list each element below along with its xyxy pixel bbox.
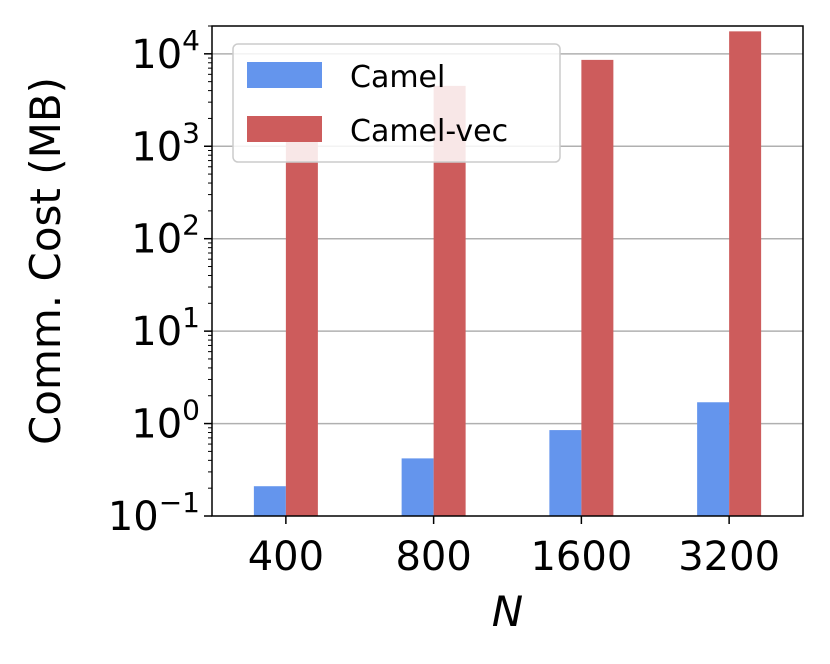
legend-swatch-camel-vec <box>247 116 322 142</box>
bar-camel-vec-3200 <box>729 31 762 517</box>
x-tick-label: 400 <box>248 534 324 580</box>
bar-camel-vec-1600 <box>581 59 614 516</box>
y-tick-label: 100 <box>131 394 200 448</box>
bar-camel-400 <box>253 486 286 516</box>
x-tick-label: 1600 <box>530 534 632 580</box>
x-axis-title: N <box>492 587 523 636</box>
y-tick-label: 103 <box>131 116 200 170</box>
bar-camel-3200 <box>697 402 730 516</box>
y-tick-label: 101 <box>131 301 200 355</box>
x-tick-label: 3200 <box>678 534 780 580</box>
legend-swatch-camel <box>247 62 322 88</box>
axis-ticks: 10−1 100 101 102 103 104 400 800 1600 3200 <box>108 24 780 580</box>
bar-camel-vec-400 <box>285 140 318 516</box>
y-tick-label: 102 <box>131 209 200 263</box>
legend-label-camel: Camel <box>350 60 445 95</box>
y-axis-title: Comm. Cost (MB) <box>21 77 70 445</box>
legend: Camel Camel-vec <box>232 43 561 163</box>
plot-frame <box>211 25 804 517</box>
x-tick-label: 800 <box>395 534 471 580</box>
y-tick-label: 104 <box>131 24 200 78</box>
bars <box>253 31 762 517</box>
legend-label-camel-vec: Camel-vec <box>350 114 508 149</box>
bar-camel-1600 <box>549 430 582 516</box>
bar-camel-800 <box>401 458 434 516</box>
y-tick-label: 10−1 <box>108 486 200 540</box>
